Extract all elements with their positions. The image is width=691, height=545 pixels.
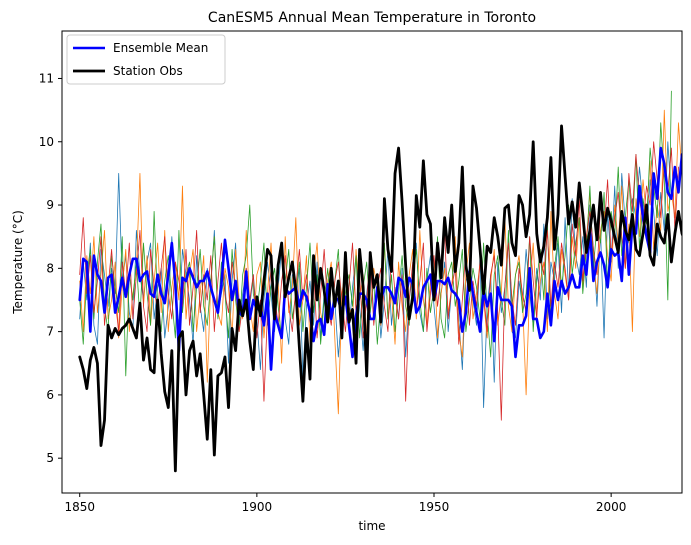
y-axis: 5 6 7 8 9 10 11 (39, 71, 62, 465)
y-tick-label: 9 (46, 198, 54, 212)
y-tick-label: 11 (39, 71, 54, 85)
x-axis-label: time (358, 519, 385, 533)
series-line-station-obs (78, 124, 682, 473)
x-tick-label: 2000 (596, 500, 627, 514)
plot-frame (61, 30, 683, 494)
x-tick-label: 1900 (242, 500, 273, 514)
y-tick-label: 8 (46, 261, 54, 275)
legend-label-station-obs: Station Obs (113, 64, 183, 78)
x-tick-label: 1950 (419, 500, 450, 514)
y-tick-label: 5 (46, 451, 54, 465)
legend: Ensemble Mean Station Obs (66, 34, 226, 85)
legend-box (66, 34, 226, 85)
y-tick-label: 10 (39, 135, 54, 149)
legend-label-ensemble-mean: Ensemble Mean (113, 41, 208, 55)
series-line-member-3 (79, 90, 672, 377)
series-layer (78, 90, 682, 473)
series-line-member-4 (79, 141, 679, 421)
x-axis: 1850 1900 1950 2000 (64, 493, 626, 514)
y-axis-label: Temperature (°C) (11, 210, 25, 315)
x-tick-label: 1850 (64, 500, 95, 514)
y-tick-label: 7 (46, 325, 54, 339)
chart-title: CanESM5 Annual Mean Temperature in Toron… (208, 10, 536, 26)
y-tick-label: 6 (46, 388, 54, 402)
